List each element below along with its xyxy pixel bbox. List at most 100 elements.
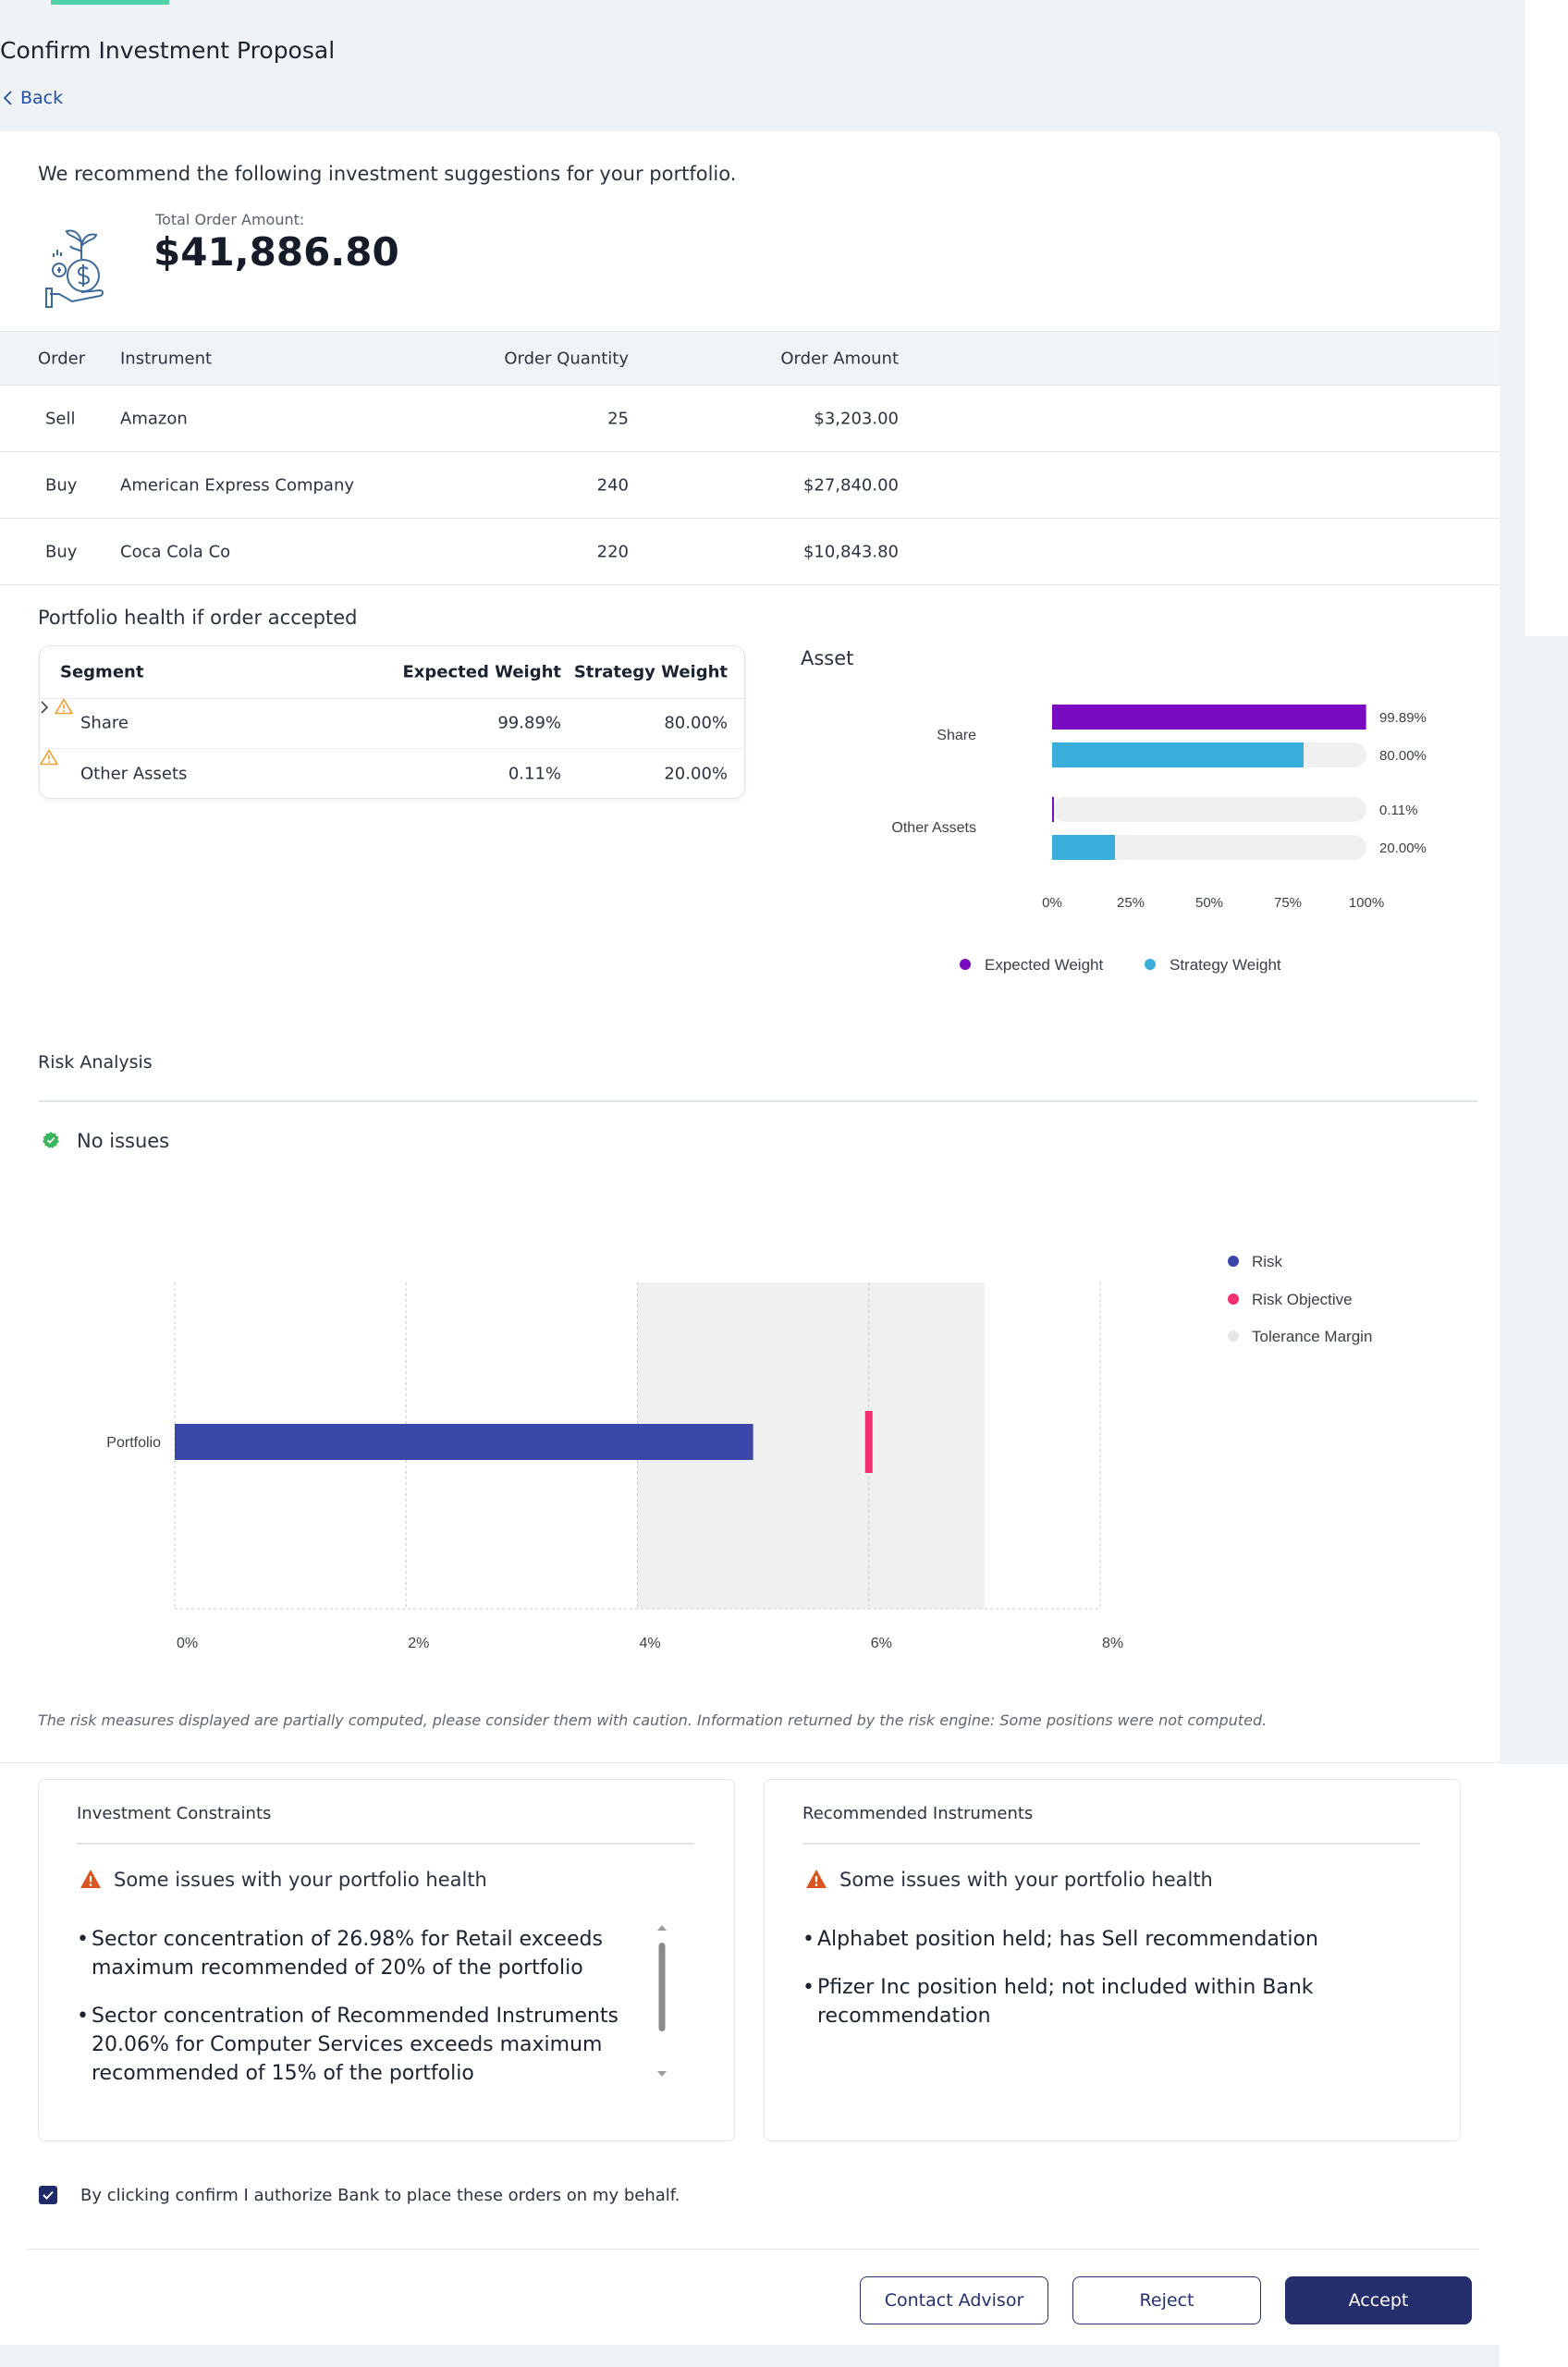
legend-marker	[1228, 1331, 1239, 1342]
data-label: 0.11%	[1379, 803, 1417, 818]
order-quantity: 25	[607, 409, 629, 428]
instrument-name: Coca Cola Co	[120, 542, 231, 561]
tick-label: 50%	[1195, 895, 1223, 911]
tick-label: 0%	[1042, 895, 1062, 911]
order-quantity: 220	[596, 542, 629, 561]
page-title: Confirm Investment Proposal	[0, 37, 336, 64]
bar-track	[1052, 797, 1366, 822]
order-side: Buy	[45, 542, 78, 561]
tick-label: 25%	[1117, 895, 1145, 911]
legend-marker	[1145, 959, 1156, 970]
list-item: • Sector concentration of 26.98% for Reta…	[77, 1925, 631, 1982]
legend-label: Expected Weight	[985, 956, 1103, 974]
legend-label: Strategy Weight	[1170, 956, 1281, 974]
intro-text: We recommend the following investment su…	[38, 163, 737, 185]
portfolio-health-title: Portfolio health if order accepted	[38, 607, 358, 629]
segment-table-header: Segment Expected Weight Strategy Weight	[40, 646, 744, 699]
column-order: Order	[38, 349, 86, 368]
active-tab-indicator	[51, 0, 169, 5]
divider	[77, 1843, 694, 1845]
legend-marker	[1228, 1294, 1239, 1305]
column-expected-weight: Expected Weight	[402, 662, 561, 682]
investment-constraints-panel: Investment Constraints Some issues with …	[38, 1779, 735, 2141]
accept-button[interactable]: Accept	[1285, 2276, 1472, 2324]
table-row: Sell Amazon 25 $3,203.00	[0, 386, 1500, 452]
checkmark-icon	[43, 2190, 54, 2200]
instrument-name: American Express Company	[120, 475, 355, 495]
scrollbar[interactable]	[655, 1922, 669, 2079]
legend-label: Tolerance Margin	[1252, 1328, 1372, 1345]
risk-disclaimer: The risk measures displayed are partiall…	[38, 1711, 1268, 1729]
bar	[1052, 835, 1115, 860]
check-circle-icon	[43, 1132, 59, 1148]
segment-row-share[interactable]: Share 99.89% 80.00%	[40, 698, 744, 749]
category-label: Share	[937, 728, 976, 743]
risk-status: No issues	[77, 1130, 170, 1152]
column-amount: Order Amount	[780, 349, 899, 368]
order-quantity: 240	[596, 475, 629, 495]
total-order-amount: $41,886.80	[153, 229, 399, 275]
list-item: • Sector concentration of Recommended Ins…	[77, 2002, 631, 2087]
data-label: 99.89%	[1379, 710, 1427, 726]
chevron-right-icon[interactable]	[40, 700, 49, 715]
panel-title: Investment Constraints	[77, 1804, 272, 1823]
panel-status: Some issues with your portfolio health	[114, 1869, 487, 1891]
list-item-text: Alphabet position held; has Sell recomme…	[817, 1928, 1318, 1951]
plant-money-icon	[45, 229, 104, 308]
strategy-weight: 80.00%	[664, 713, 728, 733]
column-quantity: Order Quantity	[504, 349, 629, 368]
tick-label: 8%	[1102, 1636, 1123, 1651]
segment-table: Segment Expected Weight Strategy Weight …	[39, 645, 745, 799]
contact-advisor-button[interactable]: Contact Advisor	[860, 2276, 1048, 2324]
recommended-instruments-panel: Recommended Instruments Some issues with…	[764, 1779, 1461, 2141]
order-side: Sell	[45, 409, 76, 428]
table-row: Buy Coca Cola Co 220 $10,843.80	[0, 519, 1500, 585]
list-item-text: Pfizer Inc position held; not included w…	[817, 1976, 1314, 2028]
column-instrument: Instrument	[120, 349, 213, 368]
warning-icon	[806, 1870, 827, 1888]
authorize-checkbox[interactable]	[39, 2186, 57, 2204]
order-amount: $10,843.80	[802, 542, 899, 561]
panel-status: Some issues with your portfolio health	[839, 1869, 1213, 1891]
category-label: Portfolio	[106, 1435, 161, 1451]
orders-table: Order Instrument Order Quantity Order Am…	[0, 331, 1500, 585]
divider	[802, 1843, 1420, 1845]
orders-table-header: Order Instrument Order Quantity Order Am…	[0, 331, 1500, 386]
divider	[0, 1762, 1500, 1763]
data-label: 80.00%	[1379, 748, 1427, 764]
risk-objective-marker	[864, 1411, 873, 1473]
authorize-label: By clicking confirm I authorize Bank to …	[80, 2186, 680, 2205]
tick-label: 75%	[1274, 895, 1302, 911]
segment-name: Other Assets	[80, 764, 188, 784]
legend-label: Risk Objective	[1252, 1291, 1353, 1308]
strategy-weight: 20.00%	[664, 764, 728, 784]
data-label: 20.00%	[1379, 840, 1427, 856]
page-background-bottom	[0, 2345, 1500, 2367]
reject-button[interactable]: Reject	[1072, 2276, 1261, 2324]
divider	[28, 2249, 1479, 2250]
bar	[1052, 742, 1304, 767]
page-background-side	[1500, 636, 1568, 1764]
column-strategy-weight: Strategy Weight	[573, 662, 728, 682]
total-order-label: Total Order Amount:	[155, 211, 305, 228]
asset-allocation-chart: Share 99.89% 80.00% Other Assets 0.11% 20.00%…	[891, 703, 1427, 974]
tick-label: 100%	[1349, 895, 1384, 911]
asset-chart-title: Asset	[801, 647, 854, 669]
back-link[interactable]: Back	[2, 88, 63, 108]
legend-marker	[1228, 1256, 1239, 1267]
warning-icon	[40, 749, 58, 766]
divider	[38, 1100, 1478, 1102]
tick-label: 2%	[408, 1636, 429, 1651]
bar-track	[1052, 835, 1366, 860]
legend-label: Risk	[1252, 1253, 1283, 1270]
chevron-left-icon	[3, 91, 12, 105]
column-segment: Segment	[60, 662, 144, 682]
segment-row-other-assets: Other Assets 0.11% 20.00%	[40, 749, 744, 799]
tick-label: 6%	[871, 1636, 892, 1651]
expected-weight: 99.89%	[497, 713, 561, 733]
expected-weight: 0.11%	[508, 764, 561, 784]
warning-icon	[54, 698, 73, 715]
instrument-name: Amazon	[120, 409, 188, 428]
risk-chart: 0% 2% 4% 6% 8% Portfolio Risk Risk Objective Tol…	[106, 1253, 1372, 1651]
panel-title: Recommended Instruments	[802, 1804, 1034, 1823]
